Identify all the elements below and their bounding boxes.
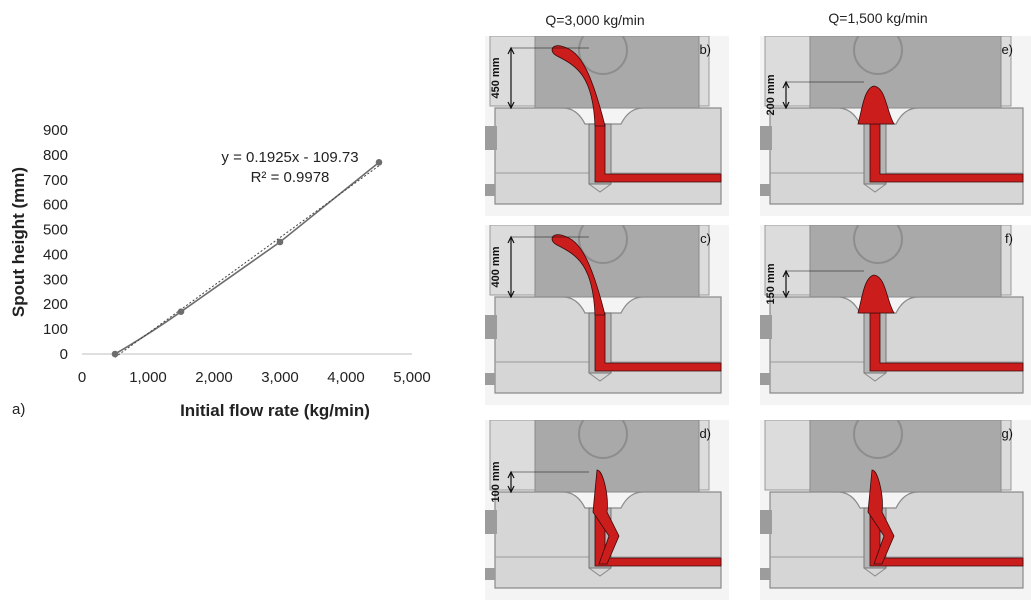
side-stub [485,126,497,150]
sprue-tip [588,183,612,193]
mould-block [769,491,1024,589]
panel-label: g) [1001,426,1013,441]
side-stub [760,126,772,150]
nozzle-body [534,420,700,493]
steel-stream [592,469,620,565]
y-tick-label: 700 [43,172,68,189]
side-stub [485,184,495,196]
x-tick-label: 1,000 [129,369,167,386]
trend-r-squared: R² = 0.9978 [251,169,330,186]
x-tick-label: 5,000 [393,369,431,386]
spout-height-chart: 0 1,000 2,000 3,000 4,000 5,000 0 100 200 300 400 5… [0,0,440,440]
sprue-tip [588,372,612,382]
data-point [375,159,383,166]
y-axis-title: Spout height (mm) [9,167,28,317]
steel-runner [594,123,722,183]
nozzle-ring [853,36,903,75]
simulation-panel: 100 mm d) [485,420,729,600]
nozzle-body [809,36,1002,109]
y-tick-label: 100 [43,321,68,338]
simulation-svg: g) [760,420,1031,600]
steel-stream [857,85,895,125]
steel-runner [594,312,722,372]
height-label: 150 mm [765,263,777,304]
x-tick-label: 0 [78,369,86,386]
side-stub [485,510,497,534]
nozzle-ring [578,420,628,459]
simulation-svg: 450 mm b) [485,36,729,216]
panel-label: b) [699,42,711,57]
side-stub [485,373,495,385]
dimension-arrow [507,485,515,494]
nozzle-ring [853,420,903,459]
nozzle-body [809,420,1002,493]
simulation-svg: 150 mm f) [760,225,1031,405]
trend-equation: y = 0.1925x - 109.73 [221,149,358,166]
panel-label: c) [700,231,711,246]
simulation-panel: 400 mm c) [485,225,729,405]
nozzle-body [809,225,1002,298]
y-tick-label: 200 [43,296,68,313]
side-stub [760,315,772,339]
height-label: 400 mm [490,246,502,287]
y-tick-label: 400 [43,246,68,263]
dimension-arrow [507,101,515,110]
y-tick-label: 800 [43,147,68,164]
y-tick-label: 500 [43,222,68,239]
sprue-tip [863,372,887,382]
side-stub [760,373,770,385]
height-label: 100 mm [490,461,502,502]
panel-label: e) [1001,42,1013,57]
side-stub [485,315,497,339]
height-label: 450 mm [490,57,502,98]
series-line [114,161,380,355]
y-tick-label: 0 [60,346,68,363]
simulation-panel: g) [760,420,1031,600]
x-axis-title: Initial flow rate (kg/min) [180,401,370,420]
side-stub [485,568,495,580]
sprue-tip [863,183,887,193]
height-label: 200 mm [765,74,777,115]
simulation-panel: 200 mm e) [760,36,1031,216]
steel-stream [867,469,895,565]
column-title-left: Q=3,000 kg/min [545,12,645,28]
simulation-svg: 400 mm c) [485,225,729,405]
column-title-right: Q=1,500 kg/min [828,10,928,26]
chart-svg: 0 1,000 2,000 3,000 4,000 5,000 0 100 200 300 400 5… [9,122,431,420]
panel-a-label: a) [12,401,26,418]
dimension-arrow [782,101,790,110]
mould-block [769,107,1024,205]
y-tick-label: 900 [43,122,68,139]
nozzle-ring [853,225,903,264]
dimension-arrow [507,290,515,299]
data-point [276,238,284,246]
simulation-svg: 200 mm e) [760,36,1031,216]
side-stub [760,568,770,580]
panel-label: d) [699,426,711,441]
x-tick-label: 2,000 [195,369,233,386]
steel-stream [857,274,895,314]
trendline [114,165,380,358]
nozzle-ring [578,225,628,264]
data-point [111,350,119,358]
y-tick-label: 300 [43,271,68,288]
simulation-svg: 100 mm d) [485,420,729,600]
x-tick-label: 3,000 [261,369,299,386]
nozzle-ring [578,36,628,75]
data-point [177,308,185,315]
y-tick-label: 600 [43,197,68,214]
x-tick-label: 4,000 [327,369,365,386]
mould-block [769,296,1024,394]
dimension-arrow [782,290,790,299]
simulation-panel: 450 mm b) [485,36,729,216]
simulation-panel: 150 mm f) [760,225,1031,405]
side-stub [760,184,770,196]
panel-label: f) [1005,231,1013,246]
side-stub [760,510,772,534]
